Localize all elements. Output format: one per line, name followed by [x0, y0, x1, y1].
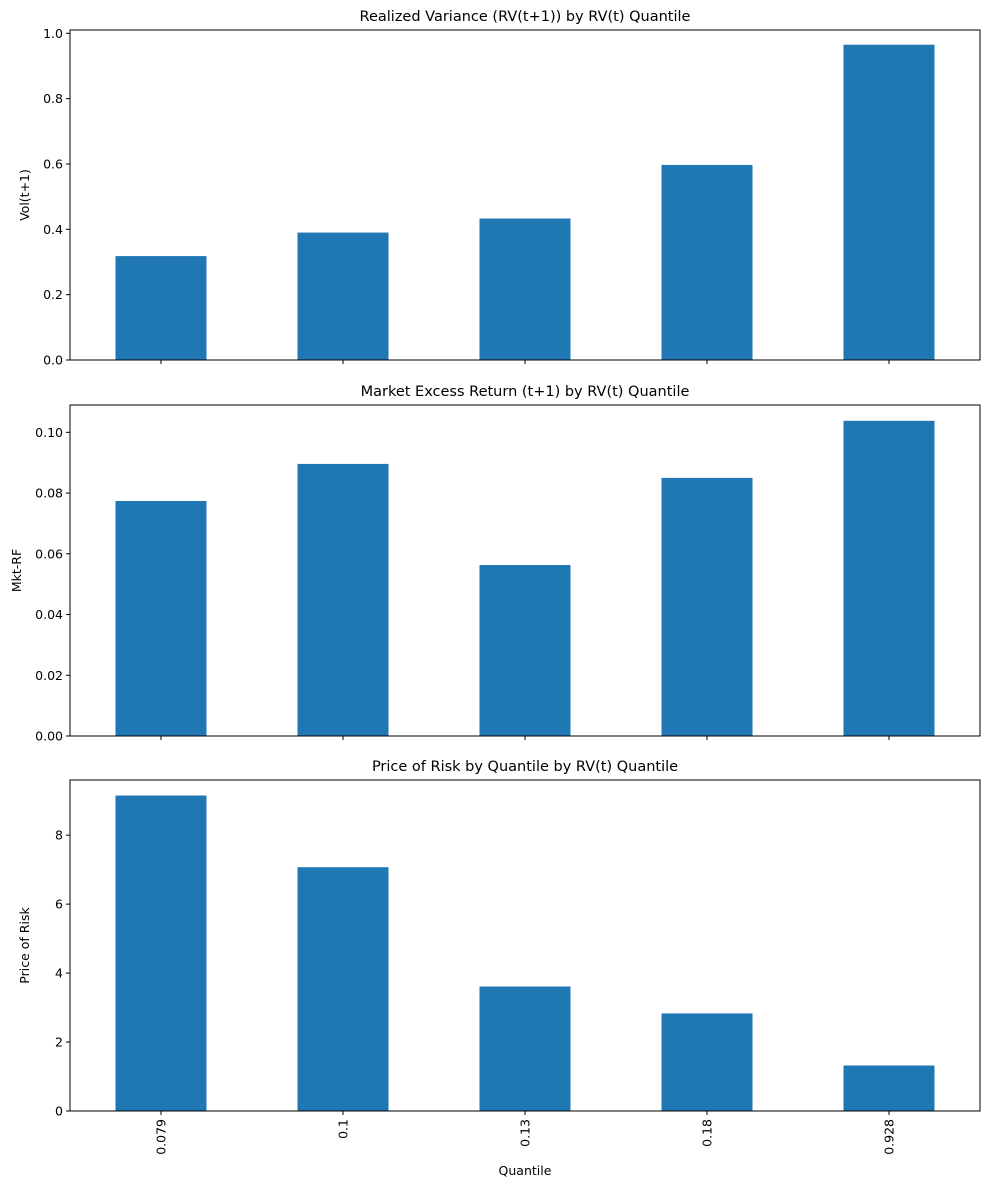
panel3-xtick-label-2: 0.1 [336, 1119, 351, 1139]
panel1-bar-3 [479, 218, 571, 360]
panel1-ytick-label-3: 0.4 [43, 222, 63, 237]
panel3-bar-2 [297, 867, 389, 1111]
panel1-chart-title: Realized Variance (RV(t+1)) by RV(t) Qua… [360, 9, 691, 25]
panel1-y-axis-label: Vol(t+1) [17, 169, 32, 221]
panel3-bar-4 [661, 1013, 753, 1111]
panel3-ytick-label-2: 2 [55, 1035, 63, 1050]
panel2-ytick-label-4: 0.06 [35, 546, 63, 561]
panel2-bar-4 [661, 477, 753, 736]
panel2-ytick-label-6: 0.10 [35, 425, 63, 440]
panel3-bar-1 [115, 795, 207, 1111]
panel3-ytick-label-1: 0 [55, 1104, 63, 1119]
panel3-chart-title: Price of Risk by Quantile by RV(t) Quant… [372, 759, 678, 775]
panel2-ytick-label-3: 0.04 [35, 607, 63, 622]
panel1-ytick-label-5: 0.8 [43, 91, 63, 106]
panel2-bar-3 [479, 565, 571, 736]
panel2-y-axis-label: Mkt-RF [9, 549, 24, 592]
panel3-bar-5 [843, 1065, 935, 1111]
panel2-bar-1 [115, 500, 207, 736]
panel3-ytick-label-4: 6 [55, 897, 63, 912]
panel1-bar-2 [297, 232, 389, 360]
panel2-bar-5 [843, 420, 935, 736]
panel1-ytick-label-4: 0.6 [43, 156, 63, 171]
panel1-bar-1 [115, 256, 207, 360]
panel1-ytick-label-6: 1.0 [43, 26, 63, 41]
panel3-x-axis-label: Quantile [499, 1163, 552, 1178]
panel3-bar-3 [479, 986, 571, 1111]
panel1-bar-5 [843, 44, 935, 360]
panel3-y-axis-label: Price of Risk [17, 907, 32, 984]
panel3-xtick-label-3: 0.13 [518, 1119, 533, 1147]
panel3-ytick-label-5: 8 [55, 828, 63, 843]
panel3-xtick-label-5: 0.928 [882, 1119, 897, 1155]
panel2-chart-title: Market Excess Return (t+1) by RV(t) Quan… [361, 384, 690, 400]
panel3-ytick-label-3: 4 [55, 966, 63, 981]
panel2-ytick-label-1: 0.00 [35, 729, 63, 744]
panel2-ytick-label-5: 0.08 [35, 486, 63, 501]
panel2-ytick-label-2: 0.02 [35, 668, 63, 683]
panel3-xtick-label-4: 0.18 [700, 1119, 715, 1147]
panel1-ytick-label-2: 0.2 [43, 287, 63, 302]
panel3-xtick-label-1: 0.079 [154, 1119, 169, 1155]
panel2-bar-2 [297, 463, 389, 736]
panel1-ytick-label-1: 0.0 [43, 353, 63, 368]
panel1-bar-4 [661, 164, 753, 360]
